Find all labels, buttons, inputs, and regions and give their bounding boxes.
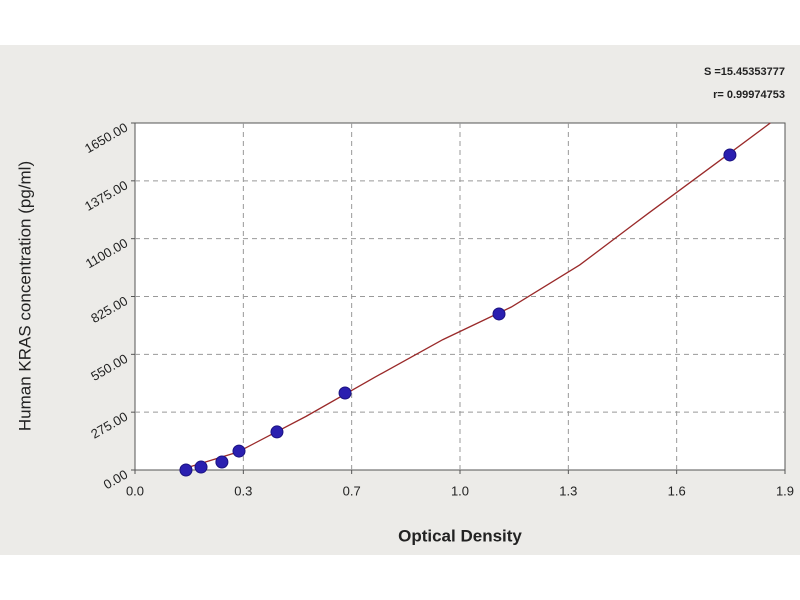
data-point [232, 444, 246, 458]
data-point [194, 460, 208, 474]
data-point [492, 307, 506, 321]
x-axis-label: Optical Density [398, 526, 522, 545]
data-point [338, 386, 352, 400]
data-point [270, 425, 284, 439]
x-tick-label: 1.6 [668, 483, 686, 498]
x-tick-label: 0.3 [234, 483, 252, 498]
data-point [723, 148, 737, 162]
data-point [215, 455, 229, 469]
annotation: r= 0.99974753 [713, 89, 785, 101]
x-tick-label: 1.3 [559, 483, 577, 498]
x-tick-label: 0.7 [343, 483, 361, 498]
annotation: S =15.45353777 [704, 66, 785, 78]
y-axis-label: Human KRAS concentration (pg/ml) [15, 161, 34, 431]
x-tick-label: 1.9 [776, 483, 794, 498]
x-tick-label: 1.0 [451, 483, 469, 498]
data-point [179, 463, 193, 477]
x-tick-label: 0.0 [126, 483, 144, 498]
